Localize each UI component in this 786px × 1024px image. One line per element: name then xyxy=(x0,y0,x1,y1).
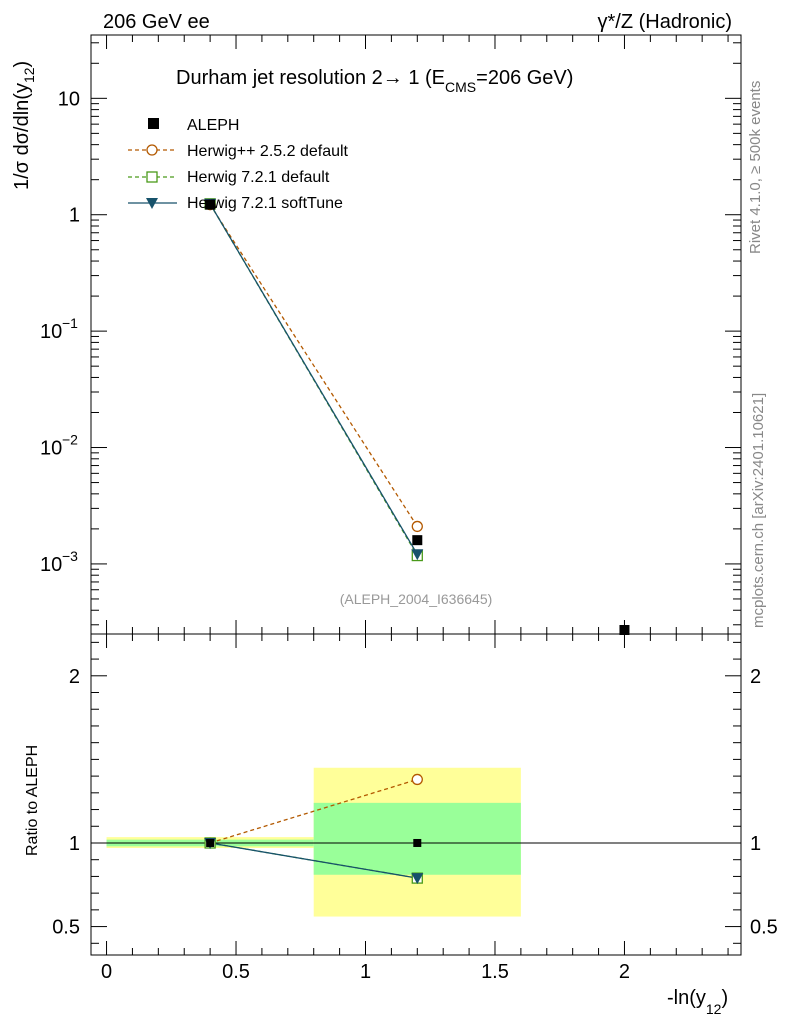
y-tick-label-0: 10 xyxy=(58,88,80,110)
uncertainty-bands xyxy=(106,767,521,917)
legend-marker-herwig7-softtune xyxy=(146,198,158,209)
legend-marker-herwig7-default xyxy=(146,171,158,183)
data-point-0 xyxy=(205,199,216,210)
x-tick-label-1: 0.5 xyxy=(222,961,250,983)
series-lines xyxy=(209,203,418,879)
series-markers xyxy=(204,198,630,885)
series-line-ratio-2 xyxy=(210,842,418,879)
ratio-frame xyxy=(90,633,742,956)
series-marker-main-2-1 xyxy=(411,549,424,561)
legend-label-herwigpp: Herwig++ 2.5.2 default xyxy=(187,143,349,160)
legend: ALEPH Herwig++ 2.5.2 default Herwig 7.2.… xyxy=(128,117,349,212)
header-left: 206 GeV ee xyxy=(103,11,210,33)
data-point-1 xyxy=(412,535,423,546)
y-tick-label-1: 1 xyxy=(69,205,80,227)
x-tick-label-0: 0 xyxy=(101,961,112,983)
series-marker-ratio-2-1 xyxy=(411,873,424,885)
x-tick-label-4: 2 xyxy=(619,961,630,983)
analysis-id: (ALEPH_2004_I636645) xyxy=(340,591,493,607)
y-tick-exp-2: −1 xyxy=(62,315,78,331)
y-tick-label-4: 10 xyxy=(40,554,62,576)
legend-marker-herwigpp xyxy=(146,144,158,156)
data-ratio-point-1 xyxy=(413,838,422,847)
ratio-tick-label-left-2: 2 xyxy=(69,666,80,688)
mcplots-label: mcplots.cern.ch [arXiv:2401.10621] xyxy=(750,393,767,628)
series-marker-main-0-1 xyxy=(411,520,423,533)
header-right: γ*/Z (Hadronic) xyxy=(598,11,732,33)
chart-title: Durham jet resolution 2→ 1 (ECMS=206 GeV… xyxy=(176,67,573,95)
y-axis-label: 1/σ dσ/dln(y12) xyxy=(11,61,37,190)
ratio-tick-label-left-1: 1 xyxy=(69,833,80,855)
band-green-1 xyxy=(313,802,521,875)
legend-label-herwig7-default: Herwig 7.2.1 default xyxy=(187,169,330,186)
y-tick-exp-3: −2 xyxy=(62,432,78,448)
x-tick-label-2: 1 xyxy=(360,961,371,983)
series-line-main-2 xyxy=(209,203,418,555)
legend-label-aleph: ALEPH xyxy=(187,117,239,134)
data-point-2 xyxy=(619,625,630,635)
y-tick-label-2: 10 xyxy=(40,321,62,343)
ratio-tick-label-right-1: 1 xyxy=(750,833,761,855)
y-tick-exp-4: −3 xyxy=(62,548,78,564)
x-axis-label: -ln(y12) xyxy=(667,987,728,1017)
legend-label-herwig7-softtune: Herwig 7.2.1 softTune xyxy=(187,195,343,212)
legend-marker-aleph xyxy=(148,118,159,129)
ratio-tick-label-left-0: 0.5 xyxy=(52,917,80,939)
series-line-main-0 xyxy=(209,204,418,527)
ratio-tick-label-right-2: 2 xyxy=(750,666,761,688)
rivet-label: Rivet 4.1.0, ≥ 500k events xyxy=(747,81,764,254)
ratio-y-axis-label: Ratio to ALEPH xyxy=(24,745,41,856)
ratio-tick-label-right-0: 0.5 xyxy=(750,917,778,939)
axis-ticks xyxy=(91,35,741,955)
series-line-ratio-0 xyxy=(209,778,418,844)
x-tick-label-3: 1.5 xyxy=(481,961,509,983)
y-tick-label-3: 10 xyxy=(40,438,62,460)
data-ratio-point-0 xyxy=(206,838,215,847)
series-marker-ratio-0-1 xyxy=(411,773,423,786)
plot-frames xyxy=(90,34,742,956)
